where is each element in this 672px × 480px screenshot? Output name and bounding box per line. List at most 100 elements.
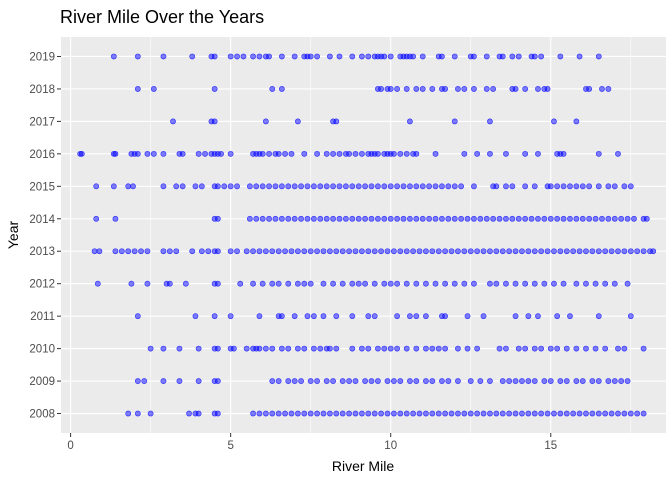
data-point [547, 215, 554, 222]
data-point [480, 248, 487, 255]
data-point [512, 248, 519, 255]
data-point [227, 313, 234, 320]
data-point [410, 53, 417, 60]
data-point [179, 150, 186, 157]
data-point [432, 215, 439, 222]
data-point [413, 345, 420, 352]
data-point [471, 86, 477, 92]
data-point [442, 86, 449, 92]
data-point [342, 183, 349, 190]
data-point [403, 248, 410, 255]
data-point [346, 150, 352, 157]
data-point [602, 248, 609, 255]
data-point [294, 118, 301, 125]
data-point [394, 183, 401, 190]
data-point [487, 410, 493, 417]
data-point [358, 345, 365, 352]
data-point [551, 410, 557, 417]
data-point [291, 378, 298, 384]
data-point [160, 378, 167, 384]
data-point [394, 345, 401, 352]
data-point [429, 345, 436, 352]
data-point [579, 378, 586, 384]
data-point [432, 280, 439, 287]
data-point [371, 313, 378, 320]
data-point [378, 410, 385, 417]
data-point [554, 215, 561, 222]
data-point [579, 183, 586, 190]
data-point [381, 53, 388, 60]
data-point [560, 280, 567, 287]
data-point [570, 248, 577, 255]
data-point [477, 215, 484, 222]
data-point [423, 248, 429, 255]
data-point [336, 183, 343, 190]
data-point [416, 248, 423, 255]
data-point [471, 53, 477, 60]
data-point [515, 345, 522, 352]
data-point [461, 280, 468, 287]
data-point [134, 86, 141, 92]
data-point [512, 280, 519, 287]
data-point [134, 410, 141, 417]
data-point [192, 313, 199, 320]
data-point [560, 150, 567, 157]
data-point [480, 313, 487, 320]
data-point [611, 215, 618, 222]
data-point [93, 215, 100, 222]
data-point [326, 345, 333, 352]
data-point [275, 280, 282, 287]
data-point [358, 53, 365, 60]
data-point [314, 248, 320, 255]
data-point [595, 410, 602, 417]
data-point [381, 280, 388, 287]
data-point [134, 313, 141, 320]
data-point [358, 410, 365, 417]
data-point [214, 345, 221, 352]
data-point [413, 378, 420, 384]
data-point [464, 313, 471, 320]
data-point [282, 248, 288, 255]
data-point [211, 53, 218, 60]
data-point [310, 183, 317, 190]
data-point [150, 150, 157, 157]
data-point [375, 215, 381, 222]
data-point [483, 215, 490, 222]
data-point [310, 345, 317, 352]
data-point [301, 248, 308, 255]
data-point [352, 150, 359, 157]
data-point [250, 248, 256, 255]
data-point [269, 280, 276, 287]
data-point [179, 183, 186, 190]
data-point [365, 313, 372, 320]
data-point [278, 53, 285, 60]
data-point [227, 53, 234, 60]
data-point [307, 53, 314, 60]
data-point [144, 150, 151, 157]
data-point [160, 345, 167, 352]
data-point [531, 183, 538, 190]
data-point [112, 150, 119, 157]
data-point [397, 378, 404, 384]
data-point [554, 183, 561, 190]
data-point [307, 248, 314, 255]
data-point [214, 215, 221, 222]
data-point [634, 410, 641, 417]
x-tick-label: 15 [544, 440, 557, 452]
data-point [262, 410, 269, 417]
data-point [307, 378, 314, 384]
data-point [455, 410, 461, 417]
data-point [595, 313, 602, 320]
x-tick-label: 10 [384, 440, 397, 452]
data-point [413, 86, 420, 92]
data-point [384, 378, 391, 384]
data-point [471, 280, 477, 287]
data-point [310, 313, 317, 320]
data-point [243, 345, 250, 352]
data-point [384, 410, 391, 417]
data-point [621, 183, 628, 190]
data-point [640, 410, 647, 417]
data-point [576, 53, 583, 60]
data-point [435, 248, 442, 255]
data-point [413, 183, 420, 190]
